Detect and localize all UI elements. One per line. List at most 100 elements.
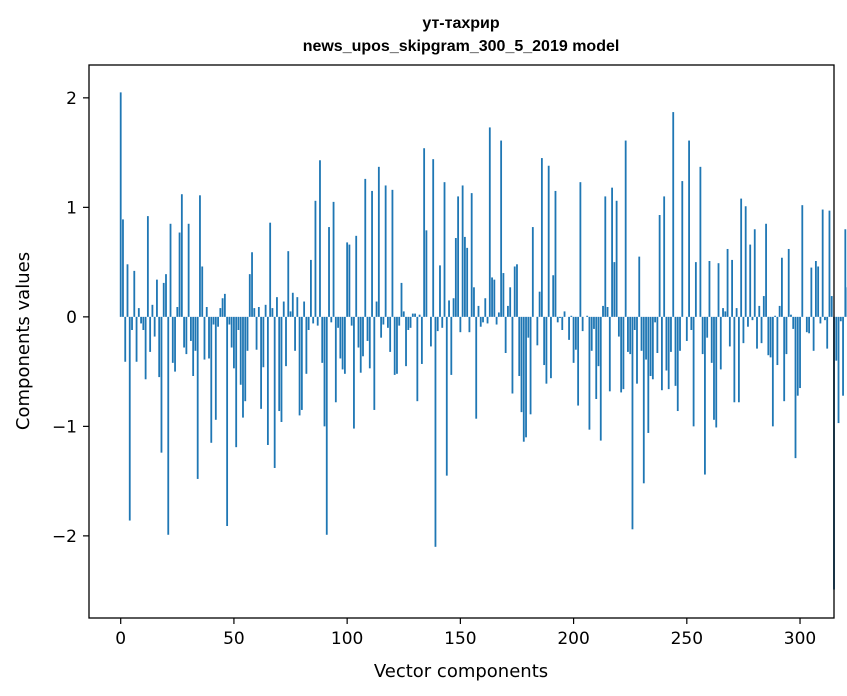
bar [282,301,285,317]
bar [262,316,265,368]
bar [391,189,394,317]
bar [266,316,269,445]
chart-title-line1: ут-тахрир [422,15,500,32]
bar [636,316,638,384]
bar [473,287,475,317]
bar [586,315,589,317]
bar [187,223,190,317]
bar [337,316,339,328]
bar [602,305,604,317]
bar [814,261,817,317]
bar [824,316,826,321]
bar [348,244,351,317]
bar [663,196,666,317]
bar [613,262,616,317]
bar [387,316,389,328]
bar [192,316,195,376]
bar [511,316,514,394]
bar [685,316,688,341]
bar [665,316,668,371]
bar [364,178,367,317]
bar [280,316,283,422]
bar [710,316,713,363]
bar [328,227,330,317]
bar [214,316,217,420]
bar [303,301,306,317]
bar [817,266,820,317]
bar [217,316,219,327]
x-tick-label: 50 [223,629,245,649]
bar [674,316,677,386]
bar [765,223,767,317]
bar [393,316,396,375]
bar [312,316,315,324]
bar [491,277,493,317]
bar [516,264,518,317]
bar [787,248,790,317]
bar [149,316,152,352]
bar [196,316,199,479]
bar [495,316,498,325]
bar [574,316,577,350]
bar [420,316,423,364]
bar [287,251,290,317]
bar [606,307,609,317]
bar [821,209,824,317]
bar [518,316,521,376]
bar [507,305,509,317]
bar [561,316,564,330]
bar [633,316,636,330]
bar [434,316,437,547]
bar [638,256,641,317]
bar [597,316,600,367]
bar [679,316,681,351]
bar [753,229,756,317]
bar [189,316,192,341]
bar [255,316,258,350]
bar [699,166,702,317]
bar [226,316,229,527]
bar [728,316,731,347]
bar [724,311,727,317]
bar [579,182,582,317]
bar [276,297,278,317]
bar [289,311,292,317]
bar [273,316,276,468]
bar [692,316,695,427]
bar [767,316,770,356]
bar [545,316,548,384]
bar [332,201,335,317]
bar [758,305,761,317]
bar [221,298,224,317]
bar [316,316,319,326]
bar [726,248,729,317]
bar [781,257,783,317]
bar [717,263,720,317]
bar [264,304,267,317]
bar [611,187,613,317]
bar [837,316,840,424]
bar [251,252,253,317]
bar [384,185,387,317]
bar [479,316,482,327]
bar [812,316,815,351]
bar [142,316,145,330]
bar [484,298,487,317]
bar [547,165,550,317]
bar [719,316,722,370]
bar [314,200,317,317]
bar [158,316,161,378]
bar [631,316,634,530]
bar [178,232,181,317]
bar [550,316,552,379]
bar [285,316,287,367]
bar [731,259,733,317]
bar [640,316,643,351]
bar [248,274,251,317]
bar [126,264,129,317]
bar [656,316,659,353]
bar [237,316,240,330]
bar [769,316,772,358]
bar [169,223,172,317]
